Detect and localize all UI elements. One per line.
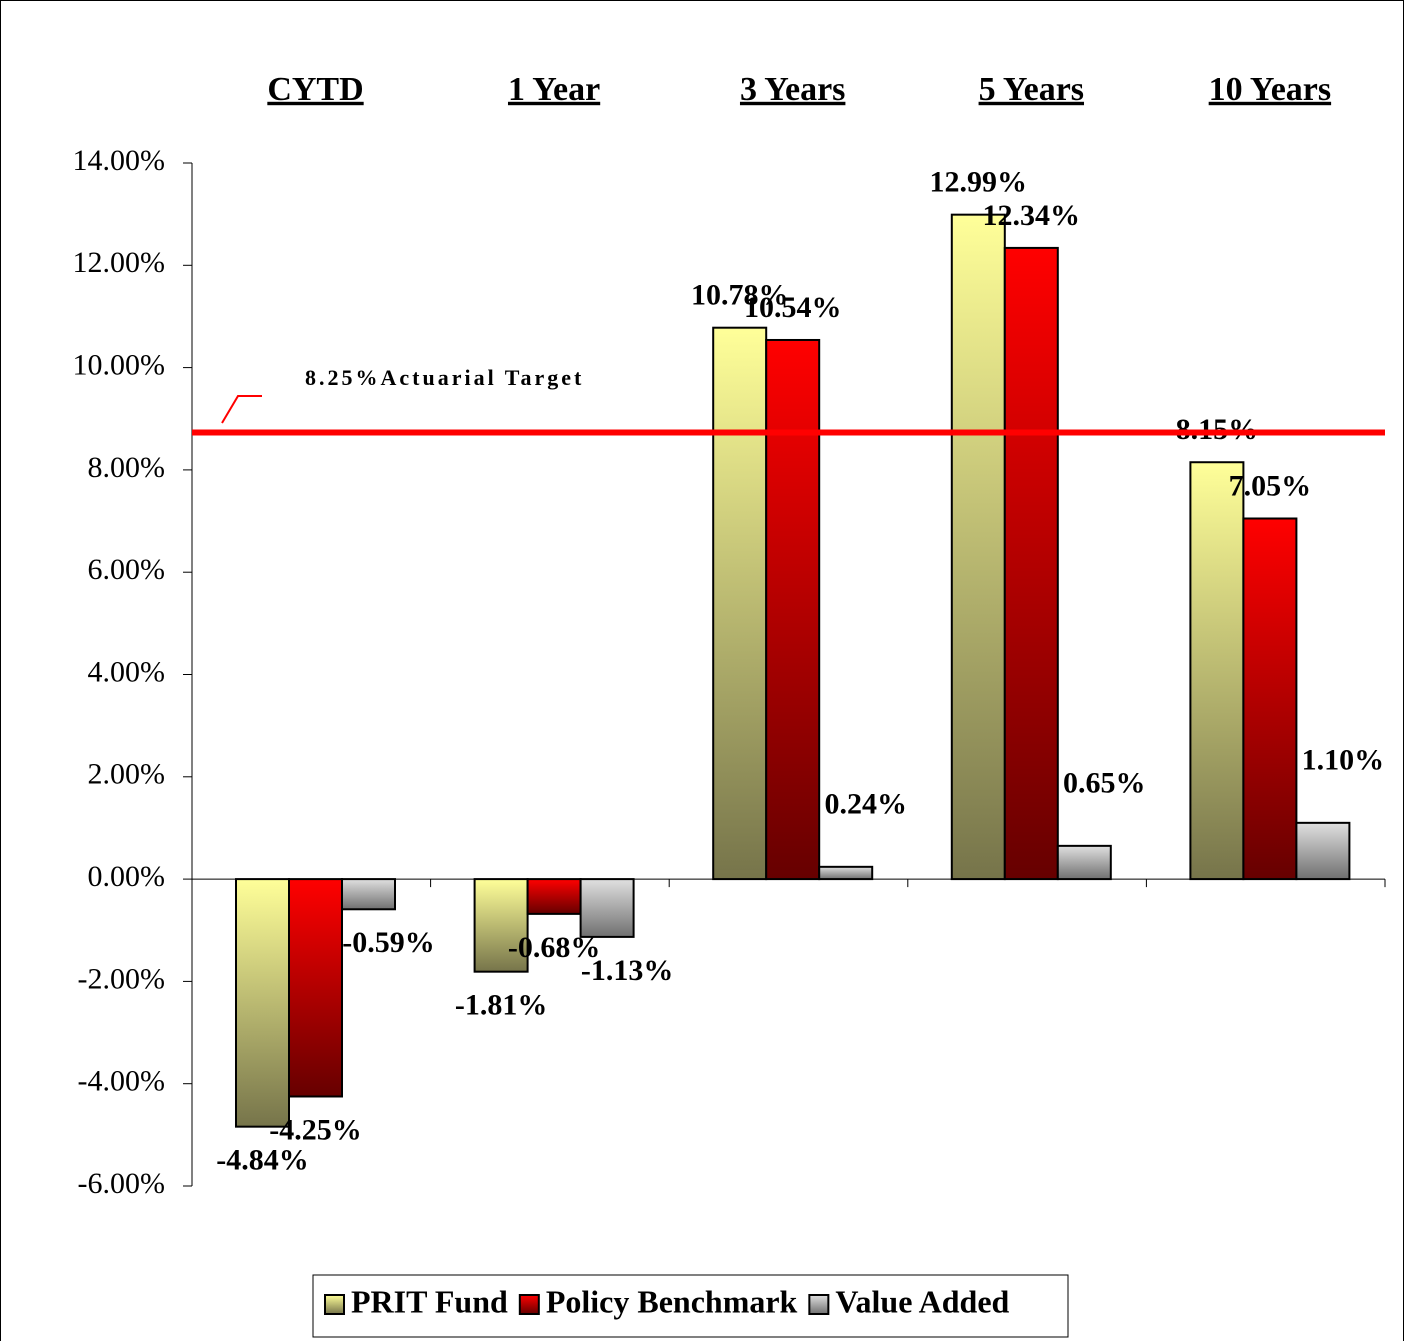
bar (1003, 246, 1059, 881)
bar (526, 878, 582, 915)
legend-swatch (808, 1294, 830, 1315)
y-tick-label: 4.00% (88, 655, 166, 688)
data-label: 12.99% (930, 166, 1028, 199)
bar (473, 878, 529, 973)
category-label: 5 Years (979, 71, 1084, 108)
data-label: 0.65% (1063, 767, 1146, 800)
bar (235, 878, 290, 1128)
legend-swatch (518, 1294, 540, 1315)
bar (288, 878, 343, 1098)
data-label: 10.54% (744, 291, 842, 324)
data-label: 1.10% (1302, 744, 1385, 777)
category-label: 1 Year (508, 71, 600, 108)
annotation: 8.25%Actuarial Target (305, 365, 584, 390)
data-label: 0.24% (824, 788, 907, 821)
data-label: 12.34% (983, 199, 1081, 232)
bar (1056, 844, 1112, 881)
bar (712, 326, 768, 881)
y-tick-label: -4.00% (78, 1065, 165, 1098)
y-tick-label: 6.00% (88, 553, 166, 586)
data-label: -4.25% (269, 1113, 362, 1146)
bar (1295, 821, 1351, 881)
legend-swatch (324, 1294, 345, 1315)
y-tick-label: 12.00% (73, 246, 166, 279)
y-tick-label: -2.00% (78, 962, 165, 995)
y-tick-label: -6.00% (78, 1167, 165, 1200)
bar (818, 865, 874, 881)
data-label: 10.78% (691, 279, 789, 312)
legend-box (312, 1274, 1069, 1338)
y-tick-label: 14.00% (73, 144, 166, 177)
legend-label: PRIT Fund (351, 1283, 508, 1319)
legend-label: Value Added (835, 1283, 1009, 1319)
bar (950, 213, 1006, 881)
data-label: -4.84% (216, 1144, 309, 1177)
category-label: 10 Years (1209, 71, 1331, 108)
category-label: CYTD (267, 71, 363, 108)
y-tick-label: 8.00% (88, 451, 166, 484)
bar (341, 878, 396, 911)
legend-label: Policy Benchmark (546, 1283, 798, 1319)
y-tick-label: 2.00% (88, 758, 166, 791)
y-tick-label: 0.00% (88, 860, 166, 893)
category-label: 3 Years (740, 71, 845, 108)
bar (1242, 517, 1298, 881)
bar (1189, 461, 1245, 881)
bar (765, 338, 821, 881)
y-tick-label: 10.00% (73, 348, 166, 381)
annotation-leader (221, 395, 262, 424)
data-label: -1.13% (581, 954, 674, 987)
data-label: -0.59% (342, 926, 435, 959)
data-label: -1.81% (455, 989, 548, 1022)
data-label: 7.05% (1229, 469, 1312, 502)
bar (579, 878, 635, 938)
